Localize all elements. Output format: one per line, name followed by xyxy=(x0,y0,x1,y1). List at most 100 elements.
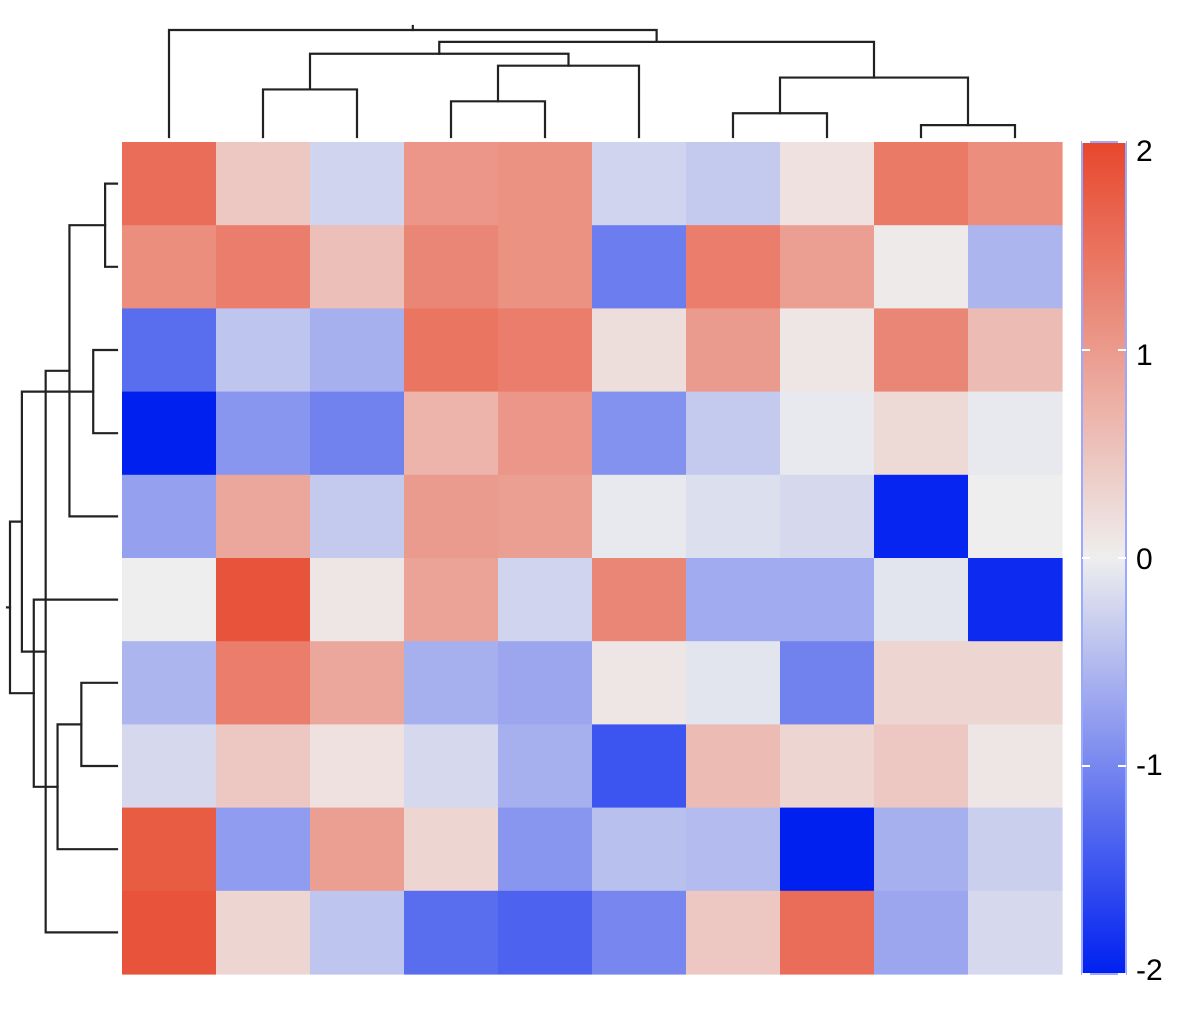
heatmap-cell-r0-c4 xyxy=(498,142,593,226)
heatmap-cell-r2-c8 xyxy=(874,308,969,393)
heatmap-cell-r6-c6 xyxy=(686,641,781,725)
heatmap-cell-r3-c1 xyxy=(216,391,311,476)
heatmap-cell-r0-c3 xyxy=(404,142,499,226)
heatmap-cell-r7-c4 xyxy=(498,724,593,809)
colorbar-tick-label-minus-2: -2 xyxy=(1136,954,1163,987)
heatmap-cell-r9-c1 xyxy=(216,890,311,975)
colorbar-tick-label-2: 2 xyxy=(1136,135,1153,168)
heatmap-cell-r3-c3 xyxy=(404,391,499,476)
heatmap-cell-r6-c1 xyxy=(216,641,311,725)
heatmap-cell-r7-c1 xyxy=(216,724,311,809)
heatmap-cell-r9-c6 xyxy=(686,890,781,975)
heatmap-cell-r7-c7 xyxy=(780,724,875,809)
heatmap-cell-r3-c6 xyxy=(686,391,781,476)
heatmap-cell-r8-c0 xyxy=(122,807,217,892)
column-dendrogram-branch-6 xyxy=(308,52,570,91)
heatmap-cell-r9-c2 xyxy=(310,890,405,975)
heatmap-cell-r8-c5 xyxy=(592,807,687,892)
heatmap-cell-r5-c8 xyxy=(874,558,969,642)
heatmap-cell-r8-c4 xyxy=(498,807,593,892)
heatmap-cell-r6-c4 xyxy=(498,641,593,725)
heatmap-cell-r0-c7 xyxy=(780,142,875,226)
heatmap-cell-r0-c1 xyxy=(216,142,311,226)
heatmap-cell-r6-c5 xyxy=(592,641,687,725)
heatmap-cell-r7-c6 xyxy=(686,724,781,809)
heatmap-cell-r9-c7 xyxy=(780,890,875,975)
column-dendrogram-branch-4 xyxy=(778,76,970,127)
column-dendrogram-branch-7 xyxy=(438,40,876,79)
column-dendrogram-branch-2 xyxy=(449,100,547,139)
heatmap-cell-r3-c2 xyxy=(310,391,405,476)
row-dendrogram-branch-4 xyxy=(56,723,119,851)
column-dendrogram-branch-8 xyxy=(167,28,658,139)
heatmap-cell-r3-c9 xyxy=(968,391,1063,476)
heatmap-cell-r4-c5 xyxy=(592,474,687,559)
heatmap-cell-r0-c0 xyxy=(122,142,217,226)
heatmap-cell-r5-c4 xyxy=(498,558,593,642)
heatmap-cell-r0-c6 xyxy=(686,142,781,226)
heatmap-cell-r2-c4 xyxy=(498,308,593,393)
heatmap-cell-r2-c2 xyxy=(310,308,405,393)
heatmap-cell-r6-c0 xyxy=(122,641,217,725)
heatmap-cell-r1-c0 xyxy=(122,225,217,309)
heatmap-cell-r2-c0 xyxy=(122,308,217,393)
heatmap-cell-r3-c7 xyxy=(780,391,875,476)
heatmap-cell-r5-c1 xyxy=(216,558,311,642)
colorbar-tick-label-minus-1: -1 xyxy=(1136,749,1163,782)
heatmap-cell-r4-c1 xyxy=(216,474,311,559)
colorbar-tick-label-1: 1 xyxy=(1136,339,1153,372)
heatmap-cell-r5-c0 xyxy=(122,558,217,642)
heatmap-cells xyxy=(122,142,1063,975)
heatmap-cell-r2-c3 xyxy=(404,308,499,393)
heatmap-cell-r7-c0 xyxy=(122,724,217,809)
heatmap-cell-r6-c7 xyxy=(780,641,875,725)
row-dendrogram-branch-2 xyxy=(80,681,119,768)
column-dendrogram xyxy=(167,24,1017,139)
heatmap-cell-r1-c6 xyxy=(686,225,781,309)
heatmap-cell-r8-c1 xyxy=(216,807,311,892)
colorbar-tick-label-0: 0 xyxy=(1136,543,1153,576)
heatmap-cell-r3-c0 xyxy=(122,391,217,476)
heatmap-cell-r4-c8 xyxy=(874,474,969,559)
heatmap-cell-r7-c8 xyxy=(874,724,969,809)
heatmap-cell-r9-c0 xyxy=(122,890,217,975)
heatmap-cell-r7-c5 xyxy=(592,724,687,809)
heatmap-cell-r1-c4 xyxy=(498,225,593,309)
heatmap-cell-r9-c4 xyxy=(498,890,593,975)
heatmap-cell-r9-c3 xyxy=(404,890,499,975)
heatmap-cell-r1-c5 xyxy=(592,225,687,309)
heatmap-cell-r7-c3 xyxy=(404,724,499,809)
heatmap-cell-r1-c7 xyxy=(780,225,875,309)
heatmap-cell-r0-c8 xyxy=(874,142,969,226)
heatmap-cell-r4-c3 xyxy=(404,474,499,559)
heatmap-cell-r1-c9 xyxy=(968,225,1063,309)
heatmap-cell-r2-c7 xyxy=(780,308,875,393)
heatmap-cell-r4-c6 xyxy=(686,474,781,559)
heatmap-cell-r6-c2 xyxy=(310,641,405,725)
heatmap-cell-r5-c5 xyxy=(592,558,687,642)
heatmap-cell-r2-c9 xyxy=(968,308,1063,393)
heatmap-cell-r4-c7 xyxy=(780,474,875,559)
heatmap-cell-r0-c9 xyxy=(968,142,1063,226)
heatmap-cell-r3-c8 xyxy=(874,391,969,476)
heatmap-cell-r7-c2 xyxy=(310,724,405,809)
heatmap-cell-r6-c9 xyxy=(968,641,1063,725)
heatmap-cell-r4-c0 xyxy=(122,474,217,559)
column-dendrogram-branch-3 xyxy=(261,88,359,139)
colorbar: 2 1 0 -1 -2 xyxy=(1081,135,1163,987)
row-dendrogram-branch-7 xyxy=(20,390,95,653)
heatmap-cell-r9-c5 xyxy=(592,890,687,975)
heatmap-cell-r5-c3 xyxy=(404,558,499,642)
heatmap-cell-r1-c8 xyxy=(874,225,969,309)
heatmap-cell-r5-c9 xyxy=(968,558,1063,642)
heatmap-cell-r4-c9 xyxy=(968,474,1063,559)
heatmap-cell-r2-c5 xyxy=(592,308,687,393)
heatmap-cell-r0-c2 xyxy=(310,142,405,226)
heatmap-cell-r9-c8 xyxy=(874,890,969,975)
row-dendrogram-branch-0 xyxy=(104,182,119,268)
heatmap-cell-r4-c2 xyxy=(310,474,405,559)
row-dendrogram xyxy=(5,182,119,934)
heatmap-cell-r8-c3 xyxy=(404,807,499,892)
heatmap-cell-r6-c8 xyxy=(874,641,969,725)
